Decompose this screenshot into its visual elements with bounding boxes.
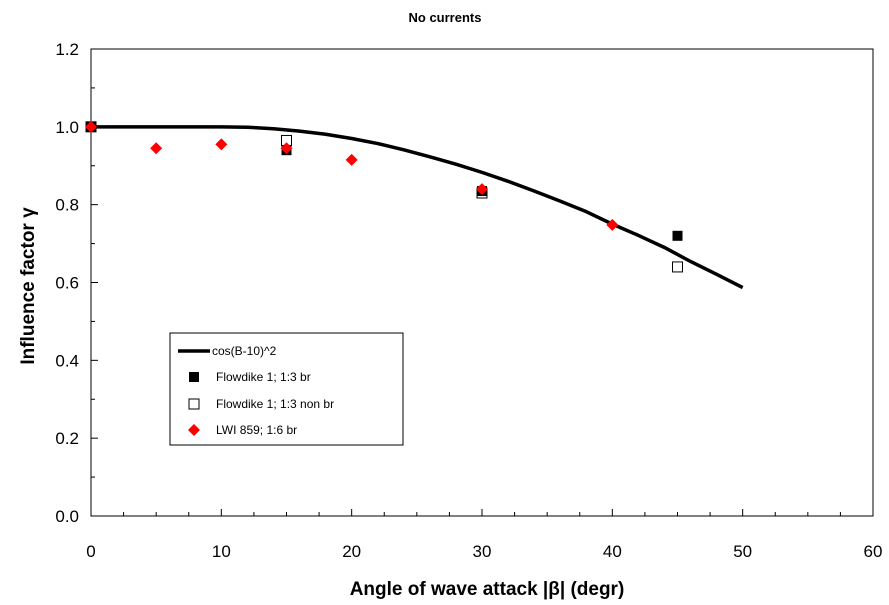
legend-item: Flowdike 1; 1:3 br xyxy=(189,370,311,384)
data-point xyxy=(476,183,488,196)
y-tick-label: 0.2 xyxy=(55,429,79,448)
x-axis-ticks: 0 10 20 30 40 50 60 xyxy=(86,509,882,561)
legend-label: Flowdike 1; 1:3 br xyxy=(216,370,311,384)
y-tick-label: 0.0 xyxy=(55,507,79,526)
legend-item: cos(B-10)^2 xyxy=(178,344,277,358)
series-flowdike-1-1-3-br xyxy=(86,121,683,241)
series-line xyxy=(91,125,744,290)
data-point xyxy=(672,261,683,273)
x-tick-label: 0 xyxy=(86,542,95,561)
legend-swatch xyxy=(189,372,199,382)
x-tick-label: 20 xyxy=(342,542,361,561)
x-tick-label: 60 xyxy=(864,542,883,561)
legend-label: cos(B-10)^2 xyxy=(212,344,277,358)
legend-swatch xyxy=(188,424,200,436)
data-point xyxy=(345,153,358,166)
legend: cos(B-10)^2 Flowdike 1; 1:3 br Flowdike 1;… xyxy=(169,332,404,446)
x-tick-label: 40 xyxy=(603,542,622,561)
x-tick-label: 30 xyxy=(473,542,492,561)
series-cos-b-10-2 xyxy=(91,125,744,290)
y-tick-label: 1.2 xyxy=(55,40,79,59)
legend-label: Flowdike 1; 1:3 non br xyxy=(216,397,334,411)
data-point xyxy=(215,138,228,151)
series-lwi-859-1-6-br xyxy=(85,120,619,231)
x-tick-label: 10 xyxy=(212,542,231,561)
legend-label: LWI 859; 1:6 br xyxy=(216,423,297,437)
plot-area xyxy=(90,48,874,517)
legend-item: Flowdike 1; 1:3 non br xyxy=(188,397,334,411)
y-tick-label: 1.0 xyxy=(55,118,79,137)
y-tick-label: 0.8 xyxy=(55,196,79,215)
y-axis-label: Influence factor γ xyxy=(18,207,39,365)
plot-frame xyxy=(90,48,874,517)
x-axis-label: Angle of wave attack |β| (degr) xyxy=(350,579,625,600)
chart-title: No currents xyxy=(409,10,482,25)
y-tick-label: 0.4 xyxy=(55,351,79,370)
data-point xyxy=(672,230,683,241)
y-tick-label: 0.6 xyxy=(55,274,79,293)
data-point xyxy=(150,142,163,155)
legend-item: LWI 859; 1:6 br xyxy=(188,423,297,437)
x-tick-label: 50 xyxy=(733,542,752,561)
legend-swatch xyxy=(188,398,200,410)
y-axis-ticks: 0.0 0.2 0.4 0.6 0.8 1.0 1.2 xyxy=(55,40,98,526)
series-layer xyxy=(85,120,744,290)
data-point xyxy=(280,142,293,155)
data-point xyxy=(85,120,97,133)
data-point xyxy=(606,218,619,231)
